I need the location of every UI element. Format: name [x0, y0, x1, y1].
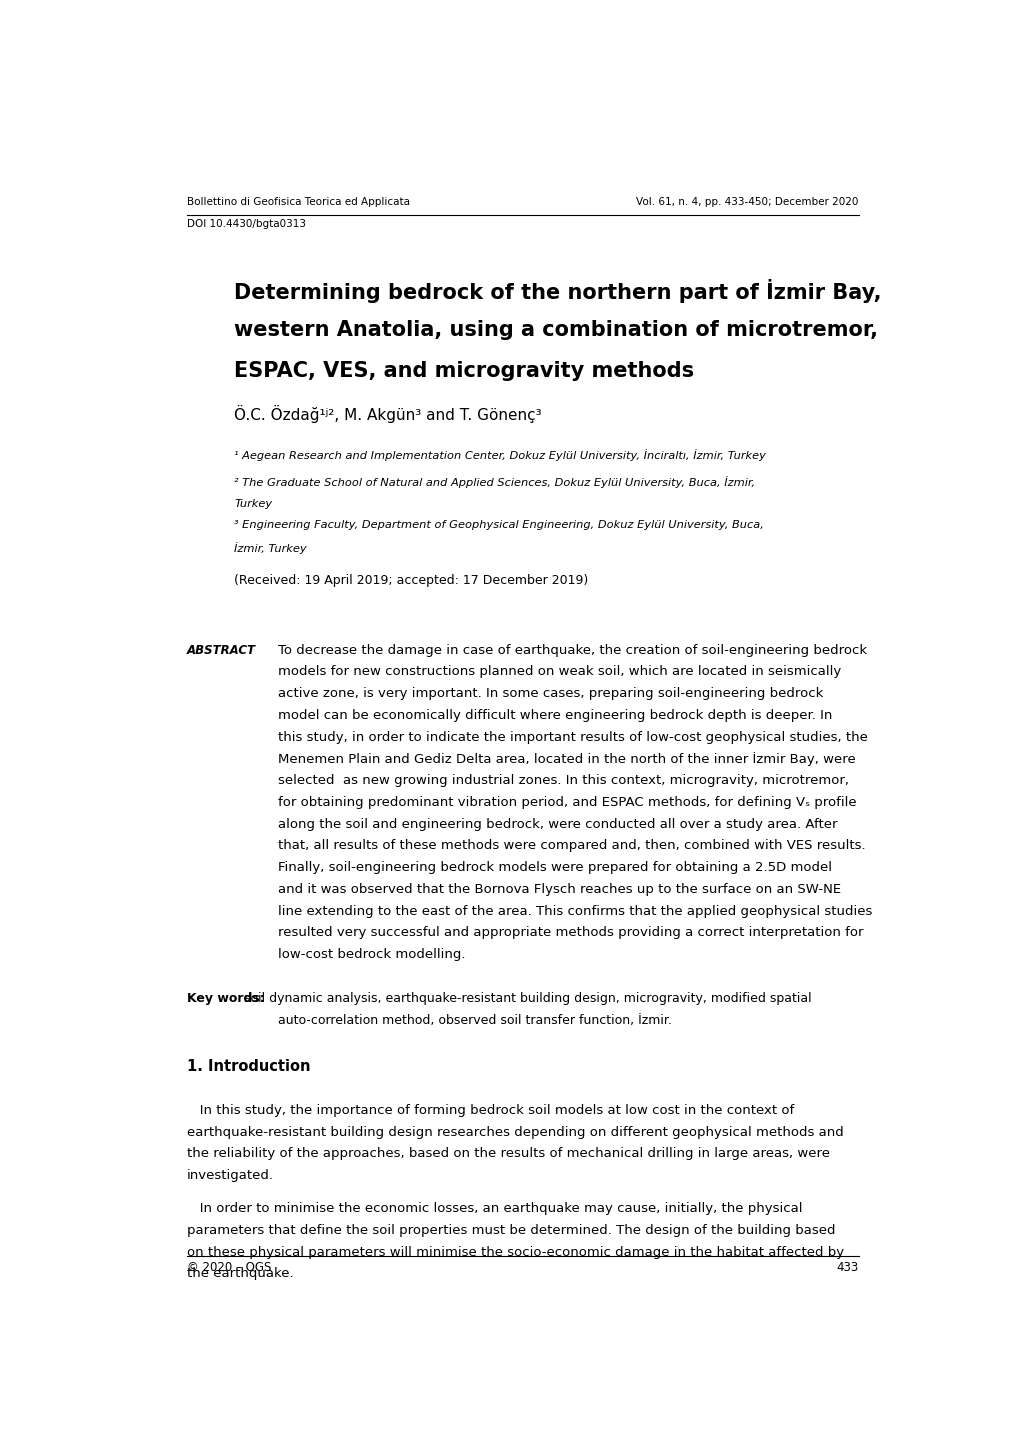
Text: selected  as new growing industrial zones. In this context, microgravity, microt: selected as new growing industrial zones…	[277, 774, 848, 787]
Text: western Anatolia, using a combination of microtremor,: western Anatolia, using a combination of…	[234, 320, 877, 341]
Text: Bollettino di Geofisica Teorica ed Applicata: Bollettino di Geofisica Teorica ed Appli…	[186, 197, 410, 207]
Text: ² The Graduate School of Natural and Applied Sciences, Dokuz Eylül University, B: ² The Graduate School of Natural and App…	[234, 477, 755, 488]
Text: earthquake-resistant building design researches depending on different geophysic: earthquake-resistant building design res…	[186, 1126, 843, 1139]
Text: the reliability of the approaches, based on the results of mechanical drilling i: the reliability of the approaches, based…	[186, 1148, 829, 1161]
Text: DOI 10.4430/bgta0313: DOI 10.4430/bgta0313	[186, 219, 306, 229]
Text: Finally, soil-engineering bedrock models were prepared for obtaining a 2.5D mode: Finally, soil-engineering bedrock models…	[277, 861, 830, 874]
Text: To decrease the damage in case of earthquake, the creation of soil-engineering b: To decrease the damage in case of earthq…	[277, 643, 866, 656]
Text: investigated.: investigated.	[186, 1169, 273, 1182]
Text: on these physical parameters will minimise the socio-economic damage in the habi: on these physical parameters will minimi…	[186, 1246, 843, 1259]
Text: Vol. 61, n. 4, pp. 433-450; December 2020: Vol. 61, n. 4, pp. 433-450; December 202…	[636, 197, 858, 207]
Text: along the soil and engineering bedrock, were conducted all over a study area. Af: along the soil and engineering bedrock, …	[277, 817, 837, 830]
Text: for obtaining predominant vibration period, and ESPAC methods, for defining Vₛ p: for obtaining predominant vibration peri…	[277, 796, 856, 809]
Text: resulted very successful and appropriate methods providing a correct interpretat: resulted very successful and appropriate…	[277, 926, 862, 939]
Text: low-cost bedrock modelling.: low-cost bedrock modelling.	[277, 948, 465, 961]
Text: Turkey: Turkey	[234, 498, 272, 509]
Text: ESPAC, VES, and microgravity methods: ESPAC, VES, and microgravity methods	[234, 361, 694, 381]
Text: © 2020 – OGS: © 2020 – OGS	[186, 1261, 271, 1274]
Text: Ö.C. Özdağ¹ʲ², M. Akgün³ and T. Gönenç³: Ö.C. Özdağ¹ʲ², M. Akgün³ and T. Gönenç³	[234, 404, 541, 423]
Text: Determining bedrock of the northern part of İzmir Bay,: Determining bedrock of the northern part…	[234, 278, 880, 303]
Text: ¹ Aegean Research and Implementation Center, Dokuz Eylül University, İnciraltı, : ¹ Aegean Research and Implementation Cen…	[234, 449, 765, 461]
Text: model can be economically difficult where engineering bedrock depth is deeper. I: model can be economically difficult wher…	[277, 709, 832, 722]
Text: auto-correlation method, observed soil transfer function, İzmir.: auto-correlation method, observed soil t…	[277, 1014, 671, 1027]
Text: ³ Engineering Faculty, Department of Geophysical Engineering, Dokuz Eylül Univer: ³ Engineering Faculty, Department of Geo…	[234, 520, 763, 530]
Text: (Received: 19 April 2019; accepted: 17 December 2019): (Received: 19 April 2019; accepted: 17 D…	[234, 574, 588, 587]
Text: line extending to the east of the area. This confirms that the applied geophysic: line extending to the east of the area. …	[277, 904, 871, 917]
Text: and it was observed that the Bornova Flysch reaches up to the surface on an SW-N: and it was observed that the Bornova Fly…	[277, 882, 840, 895]
Text: In this study, the importance of forming bedrock soil models at low cost in the : In this study, the importance of forming…	[186, 1104, 793, 1117]
Text: models for new constructions planned on weak soil, which are located in seismica: models for new constructions planned on …	[277, 665, 840, 678]
Text: ABSTRACT: ABSTRACT	[186, 643, 256, 656]
Text: this study, in order to indicate the important results of low-cost geophysical s: this study, in order to indicate the imp…	[277, 730, 867, 743]
Text: soil dynamic analysis, earthquake-resistant building design, microgravity, modif: soil dynamic analysis, earthquake-resist…	[245, 993, 811, 1006]
Text: Key words:: Key words:	[186, 993, 264, 1006]
Text: 433: 433	[836, 1261, 858, 1274]
Text: İzmir, Turkey: İzmir, Turkey	[234, 542, 307, 554]
Text: Menemen Plain and Gediz Delta area, located in the north of the inner İzmir Bay,: Menemen Plain and Gediz Delta area, loca…	[277, 752, 855, 767]
Text: active zone, is very important. In some cases, preparing soil-engineering bedroc: active zone, is very important. In some …	[277, 687, 822, 700]
Text: In order to minimise the economic losses, an earthquake may cause, initially, th: In order to minimise the economic losses…	[186, 1203, 802, 1216]
Text: parameters that define the soil properties must be determined. The design of the: parameters that define the soil properti…	[186, 1224, 835, 1237]
Text: the earthquake.: the earthquake.	[186, 1268, 293, 1281]
Text: that, all results of these methods were compared and, then, combined with VES re: that, all results of these methods were …	[277, 839, 864, 852]
Text: 1. Introduction: 1. Introduction	[186, 1059, 310, 1074]
